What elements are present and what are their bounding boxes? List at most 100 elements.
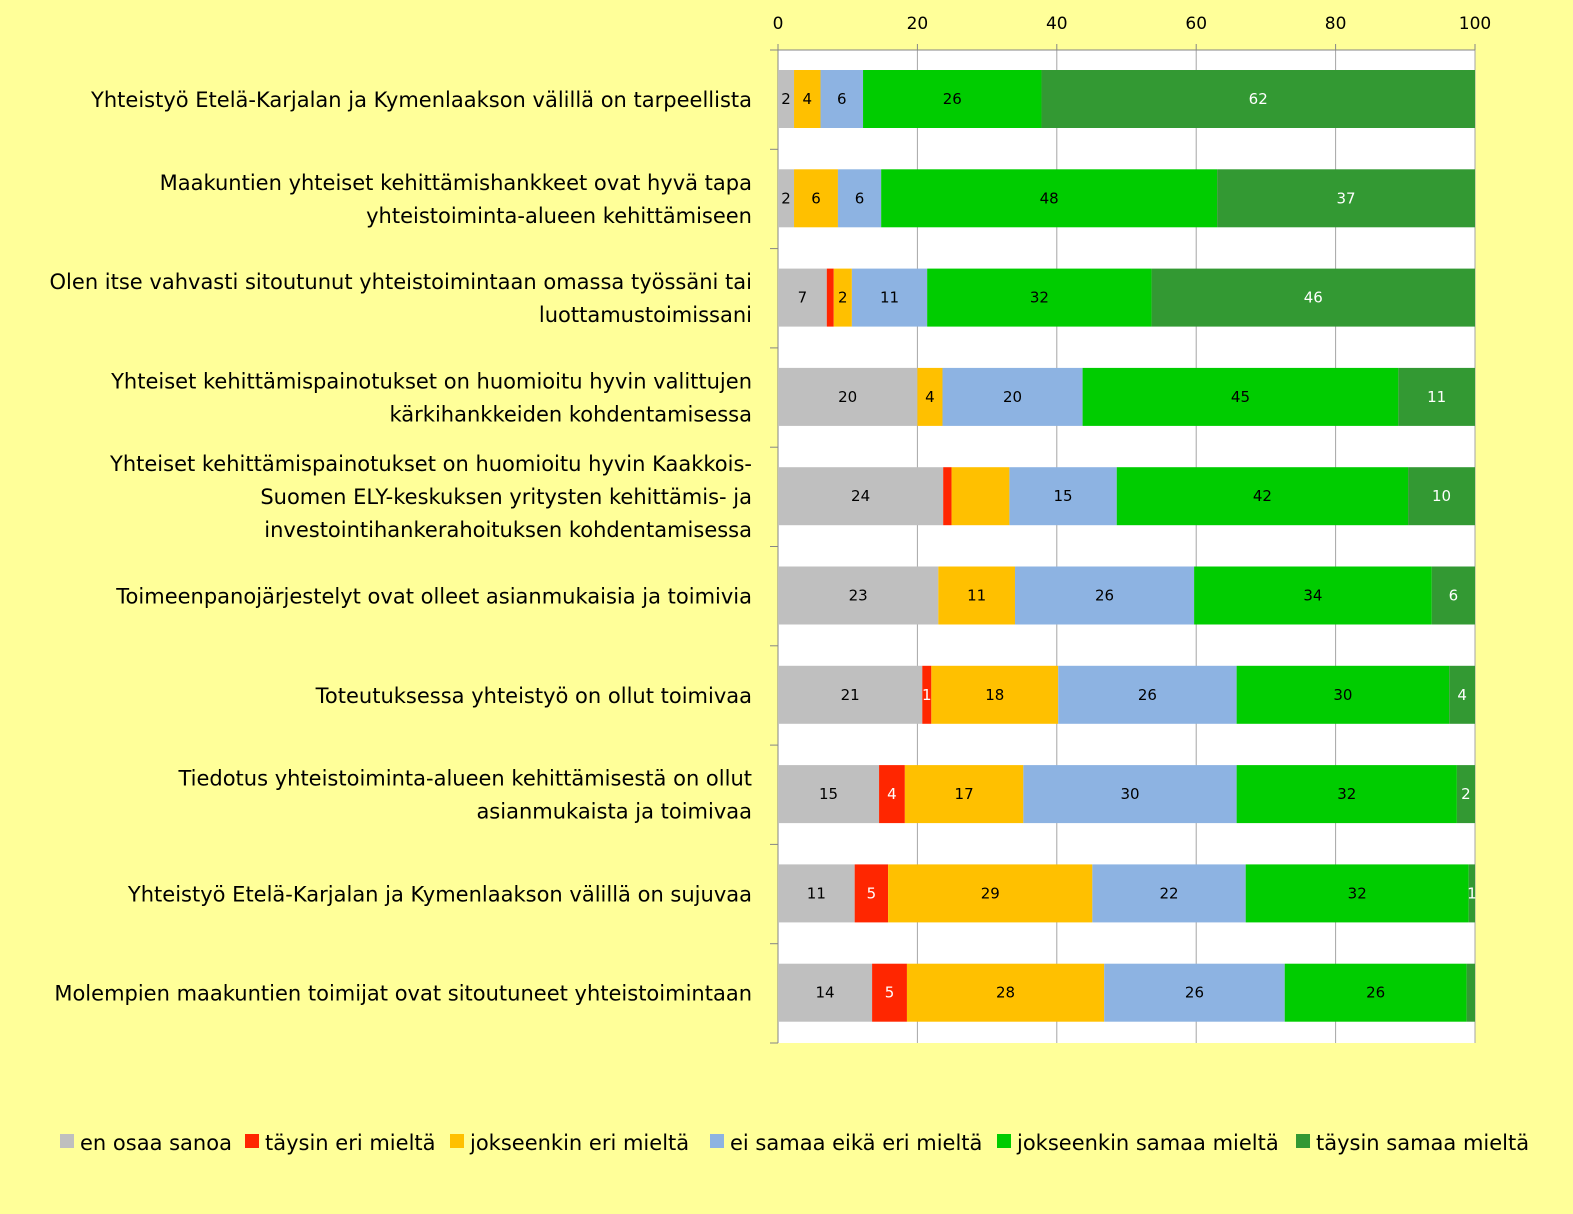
bar-data-label: 2: [838, 289, 848, 307]
bar-data-label: 23: [849, 587, 868, 605]
bar-segment: [1023, 765, 1237, 824]
x-tick-label: 40: [1046, 14, 1068, 34]
category-label: Toimeenpanojärjestelyt ovat olleet asian…: [115, 585, 752, 609]
category-label: Yhteistyö Etelä-Karjalan ja Kymenlaakson…: [90, 88, 752, 112]
bar-data-label: 20: [1003, 388, 1022, 406]
legend-swatch: [450, 1134, 464, 1148]
bar-segment: [778, 665, 923, 724]
bar-data-label: 46: [1304, 289, 1323, 307]
bar-segment: [833, 268, 852, 327]
bar-data-label: 14: [816, 984, 835, 1002]
bar-data-label: 15: [1054, 487, 1073, 505]
bar-segment: [778, 864, 855, 923]
bar-data-label: 30: [1120, 785, 1139, 803]
bar-data-label: 26: [943, 90, 962, 108]
category-label: luottamustoimissani: [539, 303, 752, 327]
bar-data-label: 42: [1253, 487, 1272, 505]
bar-segment: [1041, 70, 1475, 128]
bar-data-label: 10: [1432, 487, 1451, 505]
bar-segment: [1104, 963, 1285, 1022]
bar-segment: [1466, 963, 1475, 1022]
bar-segment: [1082, 367, 1399, 426]
bar-data-label: 32: [1030, 289, 1049, 307]
bar-data-label: 2: [781, 189, 791, 207]
bar-data-label: 1: [922, 686, 932, 704]
legend-label: jokseenkin samaa mieltä: [1016, 1131, 1279, 1155]
bar-data-label: 26: [1138, 686, 1157, 704]
bar-segment: [1456, 765, 1475, 824]
bar-segment: [938, 566, 1015, 625]
category-label: Tiedotus yhteistoiminta-alueen kehittämi…: [177, 767, 752, 791]
bar-segment: [1398, 367, 1475, 426]
bar-data-label: 18: [985, 686, 1004, 704]
x-tick-label: 100: [1459, 14, 1491, 34]
bar-segment: [820, 70, 864, 128]
bar-segment: [943, 467, 952, 526]
bar-segment: [1217, 169, 1475, 228]
legend: en osaa sanoa täysin eri mieltä jokseenkin…: [60, 1131, 1529, 1155]
bar-data-label: 62: [1249, 90, 1268, 108]
bar-data-label: 37: [1337, 189, 1356, 207]
legend-label: en osaa sanoa: [80, 1131, 232, 1155]
x-tick-label: 20: [907, 14, 929, 34]
bar-data-label: 6: [837, 90, 847, 108]
bar-data-label: 11: [967, 587, 986, 605]
bar-segment: [778, 268, 827, 327]
bar-data-label: 11: [807, 884, 826, 902]
bar-segment: [1014, 566, 1195, 625]
category-label: Yhteiset kehittämispainotukset on huomio…: [110, 369, 752, 393]
bar-segment: [872, 963, 907, 1022]
bar-segment: [906, 963, 1105, 1022]
bar-data-label: 4: [1457, 686, 1467, 704]
bar-segment: [778, 765, 880, 824]
bar-data-label: 6: [855, 189, 865, 207]
bar-data-label: 7: [798, 289, 808, 307]
bar-data-label: 32: [1337, 785, 1356, 803]
bar-data-label: 2: [1461, 785, 1471, 803]
bar-segment: [1408, 467, 1475, 526]
bar-data-label: 22: [1159, 884, 1178, 902]
x-tick-label: 60: [1185, 14, 1207, 34]
bar-segment: [904, 765, 1024, 824]
bar-segment: [1092, 864, 1246, 923]
legend-label: täysin eri mieltä: [265, 1131, 436, 1155]
bar-segment: [778, 963, 873, 1022]
bar-segment: [1116, 467, 1409, 526]
legend-label: jokseenkin eri mieltä: [469, 1131, 689, 1155]
bar-data-label: 21: [841, 686, 860, 704]
bar-segment: [951, 467, 1010, 526]
bar-segment: [778, 169, 795, 228]
bar-segment: [888, 864, 1093, 923]
bar-data-label: 45: [1231, 388, 1250, 406]
category-label: asianmukaista ja toimivaa: [476, 800, 752, 824]
legend-label: täysin samaa mieltä: [1316, 1131, 1529, 1155]
bar-segment: [778, 367, 918, 426]
bar-data-label: 5: [885, 984, 895, 1002]
bar-data-label: 26: [1095, 587, 1114, 605]
legend-swatch: [710, 1134, 724, 1148]
bar-data-label: 17: [955, 785, 974, 803]
bar-segment: [851, 268, 928, 327]
bar-segment: [1431, 566, 1475, 625]
bar-data-label: 2: [781, 90, 791, 108]
legend-swatch: [245, 1134, 259, 1148]
bar-segment: [826, 268, 834, 327]
bar-segment: [1058, 665, 1237, 724]
bar-data-label: 20: [838, 388, 857, 406]
bar-segment: [794, 169, 838, 228]
bar-segment: [1284, 963, 1467, 1022]
bar-data-label: 5: [867, 884, 877, 902]
bar-segment: [927, 268, 1152, 327]
bar-data-label: 29: [981, 884, 1000, 902]
bar-segment: [863, 70, 1042, 128]
category-label: Suomen ELY-keskuksen yritysten kehittämi…: [260, 485, 752, 509]
category-label: Olen itse vahvasti sitoutunut yhteistoim…: [50, 270, 752, 294]
category-label: yhteistoiminta-alueen kehittämiseen: [366, 204, 752, 228]
bar-segment: [794, 70, 821, 128]
legend-swatch: [1296, 1134, 1310, 1148]
bar-segment: [778, 70, 795, 128]
category-label: kärkihankkeiden kohdentamisessa: [390, 402, 752, 426]
bar-data-label: 30: [1333, 686, 1352, 704]
bar-segment: [1468, 864, 1475, 923]
